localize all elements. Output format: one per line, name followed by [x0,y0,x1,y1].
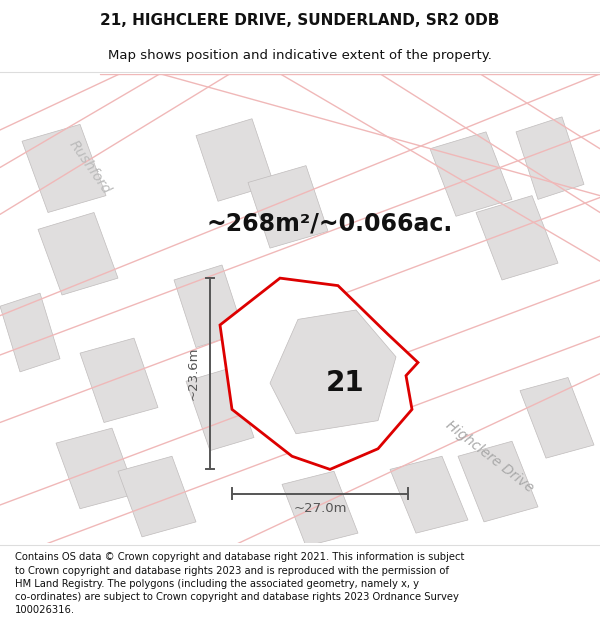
Polygon shape [0,293,60,372]
Polygon shape [220,278,418,469]
Polygon shape [520,378,594,458]
Text: 21: 21 [326,369,364,397]
Text: ~27.0m: ~27.0m [293,503,347,515]
Polygon shape [430,132,512,216]
Polygon shape [80,338,158,422]
Polygon shape [56,428,136,509]
Polygon shape [118,456,196,537]
Polygon shape [282,471,358,546]
Text: Highclere Drive: Highclere Drive [443,418,536,495]
Polygon shape [248,166,328,248]
Polygon shape [38,213,118,295]
Polygon shape [390,456,468,533]
Text: 21, HIGHCLERE DRIVE, SUNDERLAND, SR2 0DB: 21, HIGHCLERE DRIVE, SUNDERLAND, SR2 0DB [100,13,500,28]
Text: ~268m²/~0.066ac.: ~268m²/~0.066ac. [207,212,453,236]
Text: Rushford: Rushford [67,138,113,197]
Polygon shape [22,124,106,212]
Polygon shape [516,117,584,199]
Text: Contains OS data © Crown copyright and database right 2021. This information is : Contains OS data © Crown copyright and d… [15,552,464,615]
Polygon shape [476,196,558,280]
Polygon shape [186,368,254,451]
Text: ~23.6m: ~23.6m [186,347,199,401]
Polygon shape [196,119,274,201]
Polygon shape [174,265,244,348]
Text: Map shows position and indicative extent of the property.: Map shows position and indicative extent… [108,49,492,62]
Polygon shape [270,310,396,434]
Polygon shape [458,441,538,522]
